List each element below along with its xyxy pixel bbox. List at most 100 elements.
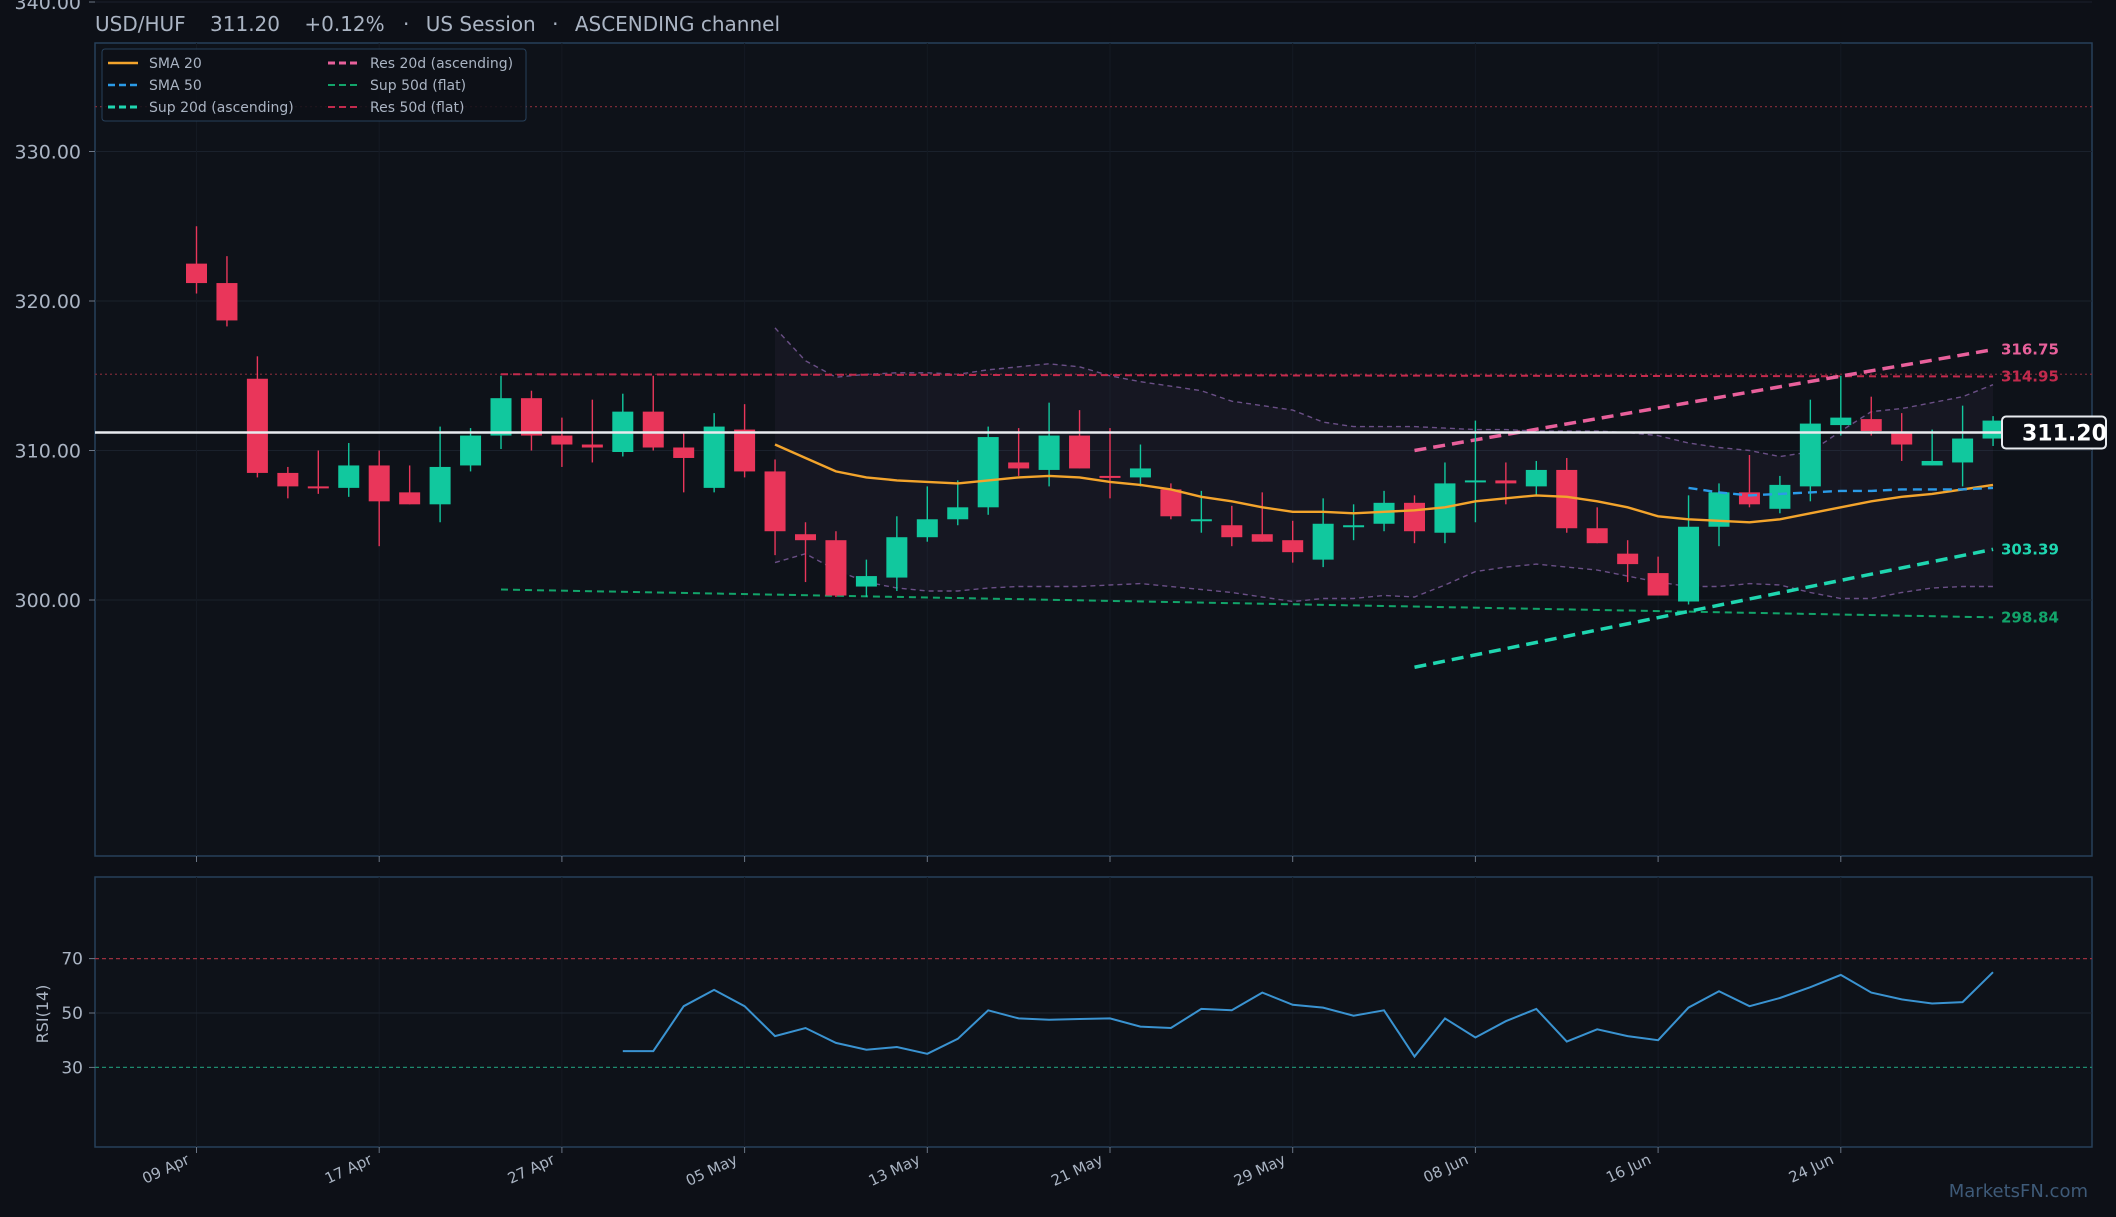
header-separator: · (403, 12, 409, 36)
current-price-tag-background (2001, 415, 2107, 450)
candle-body (1860, 419, 1882, 432)
candle-body (1129, 468, 1151, 478)
header-channel: ASCENDING channel (575, 12, 780, 36)
candle-body (1282, 540, 1304, 553)
candle-body (1069, 435, 1091, 469)
price-tick-label: 310.00 (15, 441, 81, 463)
candle-body (1921, 460, 1943, 466)
candle-body (1708, 492, 1730, 527)
candle-body (886, 537, 908, 578)
rsi-tick-label: 50 (61, 1004, 83, 1024)
candle-body (1525, 469, 1547, 487)
price-tick-label: 320.00 (15, 291, 81, 313)
rsi-panel (94, 876, 2093, 1148)
price-tick-label: 330.00 (15, 142, 81, 164)
candle-body (734, 429, 756, 472)
price-tick-label: 340.00 (15, 0, 81, 14)
header-price: 311.20 (210, 12, 280, 36)
chart-header: USD/HUF 311.20 +0.12% · US Session · ASC… (95, 12, 780, 36)
candle-body (1647, 573, 1669, 596)
candle-body (1830, 417, 1852, 426)
legend-box (101, 48, 527, 122)
candle-body (460, 435, 482, 466)
candle-body (642, 411, 664, 448)
candle-body (277, 472, 299, 487)
candle-body (399, 492, 421, 505)
candle-body (1556, 469, 1578, 529)
candle-body (673, 447, 695, 458)
candle-body (1190, 519, 1212, 522)
candle-body (1008, 462, 1030, 469)
candle-body (186, 263, 207, 284)
candle-body (551, 435, 573, 445)
volatility-band-upper (774, 327, 1994, 458)
current-price-tag: 311.20 (2001, 415, 2107, 450)
header-separator: · (552, 12, 558, 36)
sup_asc-trendline (1414, 547, 1994, 669)
candle-body (1464, 480, 1486, 483)
candle-body (246, 378, 268, 473)
header-change: +0.12% (304, 12, 384, 36)
price-axis: 300.00 310.00 320.00 330.00 340.00 (15, 0, 95, 612)
candles (186, 226, 2004, 605)
header-symbol: USD/HUF (95, 12, 186, 36)
price-panel (94, 42, 2093, 857)
level-label: 316.75 (2001, 341, 2059, 359)
legend-label-sma20: SMA 20 (149, 56, 202, 72)
candle-body (216, 283, 238, 321)
candle-body (916, 519, 938, 538)
rsi-tick-label: 70 (61, 950, 83, 970)
candle-body (429, 466, 451, 505)
candle-body (1495, 480, 1517, 484)
candle-body (1221, 525, 1243, 538)
sup_flat-trendline (500, 588, 1994, 619)
level-label: 303.39 (2001, 540, 2059, 558)
candle-body (1160, 489, 1182, 517)
candle-body (1586, 528, 1608, 544)
candle-body (1312, 523, 1334, 560)
rsi-axis-label: RSI(14) (33, 985, 52, 1044)
res_flat-trendline (500, 373, 1994, 378)
header-session: US Session (426, 12, 536, 36)
candle-body (1738, 492, 1760, 505)
candle-body (1038, 435, 1060, 470)
candle-body (703, 426, 725, 488)
candle-body (307, 486, 329, 489)
level-label: 314.95 (2001, 367, 2059, 385)
candle-body (1982, 420, 2004, 439)
candle-body (855, 576, 877, 587)
candle-body (795, 534, 816, 541)
level-labels: 316.75 314.95 303.39 298.84 (2001, 341, 2059, 627)
candle-body (1251, 534, 1273, 542)
candle-body (764, 471, 786, 532)
candle-body (1099, 475, 1121, 478)
candle-body (1769, 484, 1791, 509)
candle-body (368, 465, 390, 502)
legend-label-res-flat: Res 50d (flat) (370, 100, 464, 116)
candle-body (1678, 526, 1700, 602)
legend-label-sma50: SMA 50 (149, 78, 202, 94)
level-label: 298.84 (2001, 608, 2059, 626)
candle-body (1891, 432, 1913, 445)
candle-body (825, 540, 847, 596)
candle-body (520, 398, 542, 436)
candle-body (1404, 502, 1425, 532)
legend-label-sup-asc: Sup 20d (ascending) (149, 100, 294, 116)
candle-body (581, 444, 603, 448)
rsi-tick-label: 30 (61, 1058, 83, 1078)
sma20-line (774, 443, 1994, 524)
candle-body (1952, 438, 1974, 463)
price-tick-label: 300.00 (15, 590, 81, 612)
current-price-tag-label: 311.20 (2022, 422, 2107, 447)
legend: SMA 20 SMA 50 Sup 20d (ascending) Res 20… (101, 48, 527, 122)
candle-body (1343, 525, 1365, 528)
rsi-grid: 30 50 70 (61, 877, 2092, 1147)
candle-body (338, 465, 360, 488)
candle-body (490, 398, 512, 436)
rsi-line (622, 971, 1994, 1059)
candle-body (947, 507, 969, 520)
candle-body (977, 437, 999, 508)
legend-label-sup-flat: Sup 50d (flat) (370, 78, 466, 94)
candle-body (1799, 423, 1821, 487)
